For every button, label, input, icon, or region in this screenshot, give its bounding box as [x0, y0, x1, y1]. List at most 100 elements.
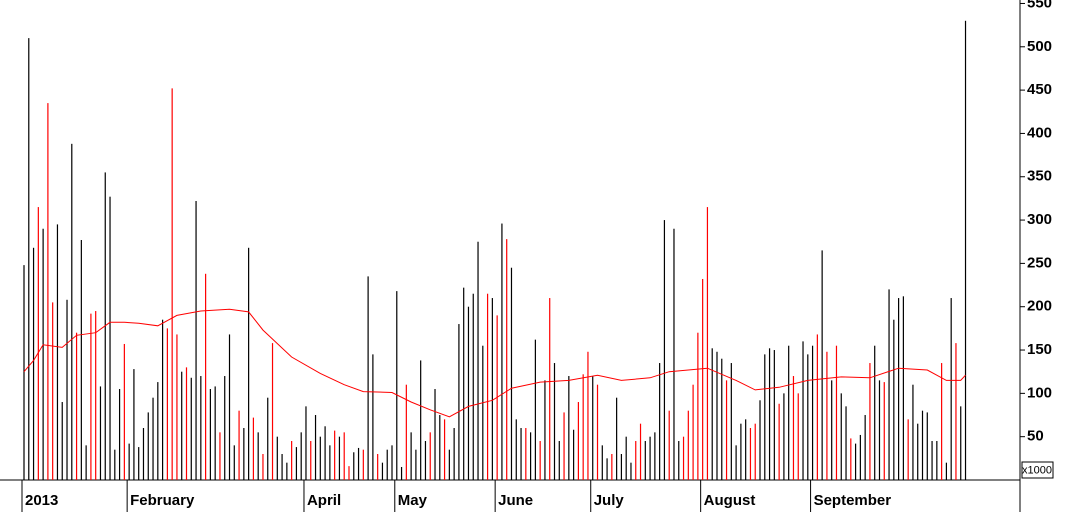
bar [453, 428, 455, 480]
bar [243, 428, 245, 480]
bar [66, 299, 68, 480]
bar [945, 462, 947, 480]
bar [840, 393, 842, 480]
bar [491, 298, 493, 480]
unit-box [1021, 461, 1054, 479]
bar [515, 419, 517, 480]
bar [281, 454, 283, 480]
bar [797, 393, 799, 480]
bar [931, 441, 933, 480]
bar [678, 441, 680, 480]
bar [133, 369, 135, 480]
bar [711, 348, 713, 480]
bar [205, 273, 207, 480]
bar [596, 384, 599, 480]
x-tick-label: July [594, 492, 625, 509]
bar [300, 432, 302, 480]
bar [176, 334, 178, 480]
y-tick-label: 350 [1027, 168, 1052, 185]
bar [811, 345, 814, 480]
bar [783, 393, 785, 480]
y-tick-label: 300 [1027, 211, 1052, 228]
bar [90, 313, 92, 480]
bar [702, 278, 704, 480]
bar [367, 276, 369, 480]
bar [80, 240, 82, 480]
bar [644, 441, 646, 480]
bar [539, 441, 541, 480]
bar [850, 438, 852, 480]
bar [697, 332, 699, 480]
y-tick-label: 50 [1027, 428, 1044, 445]
y-tick-label: 500 [1027, 38, 1052, 55]
bar [616, 397, 618, 480]
bar [630, 462, 632, 480]
bar [295, 447, 298, 480]
bar [286, 462, 288, 480]
bar [501, 223, 503, 480]
bar [601, 445, 603, 480]
bar [424, 441, 427, 480]
bar [864, 415, 866, 480]
y-tick-label: 400 [1027, 124, 1052, 141]
bar [348, 466, 350, 480]
bar [568, 376, 570, 480]
bar [716, 351, 718, 480]
bar [587, 351, 589, 480]
bar [869, 363, 871, 480]
bar [56, 224, 59, 480]
bar [362, 449, 364, 480]
bar [32, 247, 35, 480]
bar [835, 345, 838, 480]
bar [405, 384, 407, 480]
bar [23, 265, 25, 480]
bar [735, 445, 737, 480]
bar [338, 436, 341, 480]
x-tick-label: February [130, 492, 195, 509]
bar [749, 428, 752, 480]
bar [725, 380, 728, 480]
bar [534, 339, 536, 480]
bar [128, 443, 130, 480]
bar [573, 429, 575, 480]
bar [228, 334, 231, 480]
y-tick-label: 150 [1027, 341, 1052, 358]
bar [257, 432, 259, 480]
average-line [23, 308, 966, 418]
bar [185, 367, 188, 480]
bar [649, 436, 651, 480]
bar [147, 412, 149, 480]
bar [558, 441, 560, 480]
bar [267, 397, 269, 480]
bar [420, 360, 422, 480]
bar [582, 374, 584, 480]
bar [773, 350, 775, 480]
bar [142, 428, 145, 480]
bar [754, 423, 756, 480]
bar [439, 415, 441, 480]
bar [768, 348, 771, 480]
bar [898, 298, 900, 480]
bar [807, 354, 809, 480]
bar [477, 241, 479, 480]
bar [874, 345, 876, 480]
bar [606, 458, 608, 480]
bar [625, 436, 627, 480]
bar [305, 406, 307, 480]
bar [324, 426, 326, 480]
x-tick-label: April [307, 492, 341, 509]
bar [721, 358, 723, 480]
bar [888, 289, 890, 480]
y-tick-label: 200 [1027, 298, 1052, 315]
bar [549, 298, 551, 480]
bar [673, 228, 675, 480]
bar [482, 345, 484, 480]
bar [248, 247, 250, 480]
bar [109, 196, 111, 480]
bar [592, 376, 594, 480]
bar [377, 454, 379, 480]
bar [893, 319, 895, 480]
y-tick-label: 100 [1027, 384, 1052, 401]
bar [668, 410, 670, 480]
bar [75, 332, 78, 480]
